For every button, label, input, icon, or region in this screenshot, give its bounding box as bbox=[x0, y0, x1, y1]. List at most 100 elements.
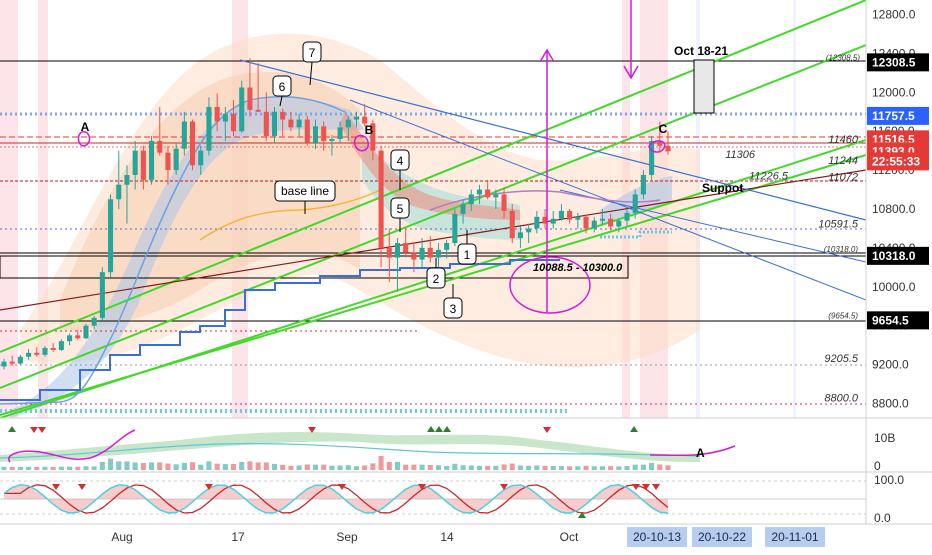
candle bbox=[198, 145, 204, 175]
osc-signal-down bbox=[500, 484, 508, 490]
level-label: 11244 bbox=[828, 155, 858, 167]
time-label-aug: Aug bbox=[111, 530, 132, 544]
signal-down bbox=[308, 427, 316, 433]
volume-mark-a: A bbox=[696, 446, 705, 460]
marker-c-circle bbox=[648, 140, 666, 153]
candle-body bbox=[288, 119, 294, 128]
long-trend-line bbox=[0, 169, 866, 311]
forecast-box bbox=[693, 59, 715, 114]
volume-bar bbox=[608, 466, 614, 470]
wave-callout-4: 4 bbox=[390, 149, 410, 190]
volume-bar bbox=[345, 465, 351, 470]
candle bbox=[485, 179, 491, 200]
volume-bar bbox=[599, 466, 605, 470]
volume-bar bbox=[567, 466, 573, 470]
time-label-oct: Oct bbox=[560, 530, 579, 544]
volume-bar bbox=[140, 463, 146, 470]
candle-body bbox=[271, 111, 278, 137]
candle bbox=[329, 135, 335, 156]
candle-body bbox=[485, 189, 491, 198]
candle bbox=[149, 136, 155, 185]
candle-body bbox=[26, 352, 32, 357]
candle-body bbox=[181, 121, 187, 149]
volume-bar bbox=[378, 456, 384, 470]
candle bbox=[526, 223, 532, 244]
candle-body bbox=[632, 194, 638, 213]
volume-bar bbox=[149, 462, 155, 470]
volume-bar bbox=[542, 465, 548, 470]
volume-bar bbox=[649, 463, 655, 470]
candle bbox=[337, 121, 343, 143]
candle-body bbox=[34, 352, 40, 355]
wave-5-label: 5 bbox=[397, 202, 404, 216]
marker-b-circle bbox=[353, 134, 369, 152]
candle bbox=[370, 119, 376, 161]
osc-axis-bottom: 0.0 bbox=[874, 511, 891, 525]
volume-bar bbox=[575, 466, 581, 470]
candle bbox=[427, 236, 433, 263]
price-badge-bg bbox=[867, 152, 929, 171]
candle bbox=[517, 226, 523, 248]
candle bbox=[58, 339, 64, 351]
volume-bar bbox=[624, 466, 630, 470]
candle bbox=[222, 106, 228, 141]
candle bbox=[321, 121, 327, 151]
level-label: 8800.0 bbox=[824, 392, 859, 404]
candle-body bbox=[1, 361, 7, 367]
candle-body bbox=[296, 119, 302, 128]
candle bbox=[157, 106, 163, 156]
candle bbox=[657, 121, 663, 153]
candle-body bbox=[17, 356, 23, 364]
candle-body bbox=[149, 140, 155, 180]
candle bbox=[378, 145, 384, 268]
volume-bar bbox=[116, 461, 122, 470]
price-badge-label: 9654.5 bbox=[872, 313, 909, 327]
volume-bar bbox=[50, 467, 56, 470]
candle bbox=[419, 238, 425, 268]
osc-signal-down bbox=[652, 484, 660, 490]
candle bbox=[116, 150, 122, 209]
candle-body bbox=[329, 139, 335, 141]
candle-body bbox=[304, 119, 310, 143]
svg-text:20-10-22: 20-10-22 bbox=[698, 530, 746, 544]
volume-bar bbox=[280, 464, 286, 470]
oscillator-pane[interactable]: 100.0 0.0 bbox=[0, 473, 904, 525]
candle bbox=[616, 218, 622, 233]
volume-bar bbox=[263, 462, 269, 470]
candle bbox=[181, 111, 187, 156]
candle-body bbox=[640, 174, 646, 195]
candle bbox=[1, 358, 7, 370]
candle bbox=[304, 115, 310, 146]
candle bbox=[67, 333, 73, 346]
candle bbox=[230, 100, 237, 137]
volume-pane[interactable]: A 10B 0 bbox=[0, 426, 895, 473]
candle bbox=[558, 204, 564, 221]
volume-bar bbox=[591, 466, 597, 470]
candle bbox=[75, 329, 81, 341]
candle bbox=[9, 355, 15, 366]
candle-body bbox=[558, 210, 564, 219]
volume-bar bbox=[353, 466, 360, 470]
candle bbox=[493, 189, 499, 209]
volume-bar bbox=[312, 464, 319, 470]
candle-body bbox=[312, 126, 319, 143]
chart-background bbox=[0, 0, 796, 418]
candle bbox=[411, 243, 417, 273]
time-axis[interactable]: Aug 17 Sep 14 Oct 20-10-13 20-10-22 20-1… bbox=[111, 527, 825, 547]
candle-body bbox=[427, 247, 433, 258]
volume-bar bbox=[616, 466, 622, 470]
channel-line-top bbox=[239, 59, 866, 221]
volume-bar bbox=[427, 465, 433, 470]
candle-body bbox=[591, 220, 597, 229]
volume-bar bbox=[124, 461, 130, 470]
marker-a-circle bbox=[77, 131, 91, 147]
candle-body bbox=[214, 106, 220, 122]
base-line-label: base line bbox=[281, 184, 329, 198]
ma-orange bbox=[199, 189, 381, 241]
time-label-14: 14 bbox=[440, 530, 454, 544]
candle bbox=[394, 238, 401, 292]
candle bbox=[632, 189, 638, 219]
osc-signal-down bbox=[642, 484, 650, 490]
